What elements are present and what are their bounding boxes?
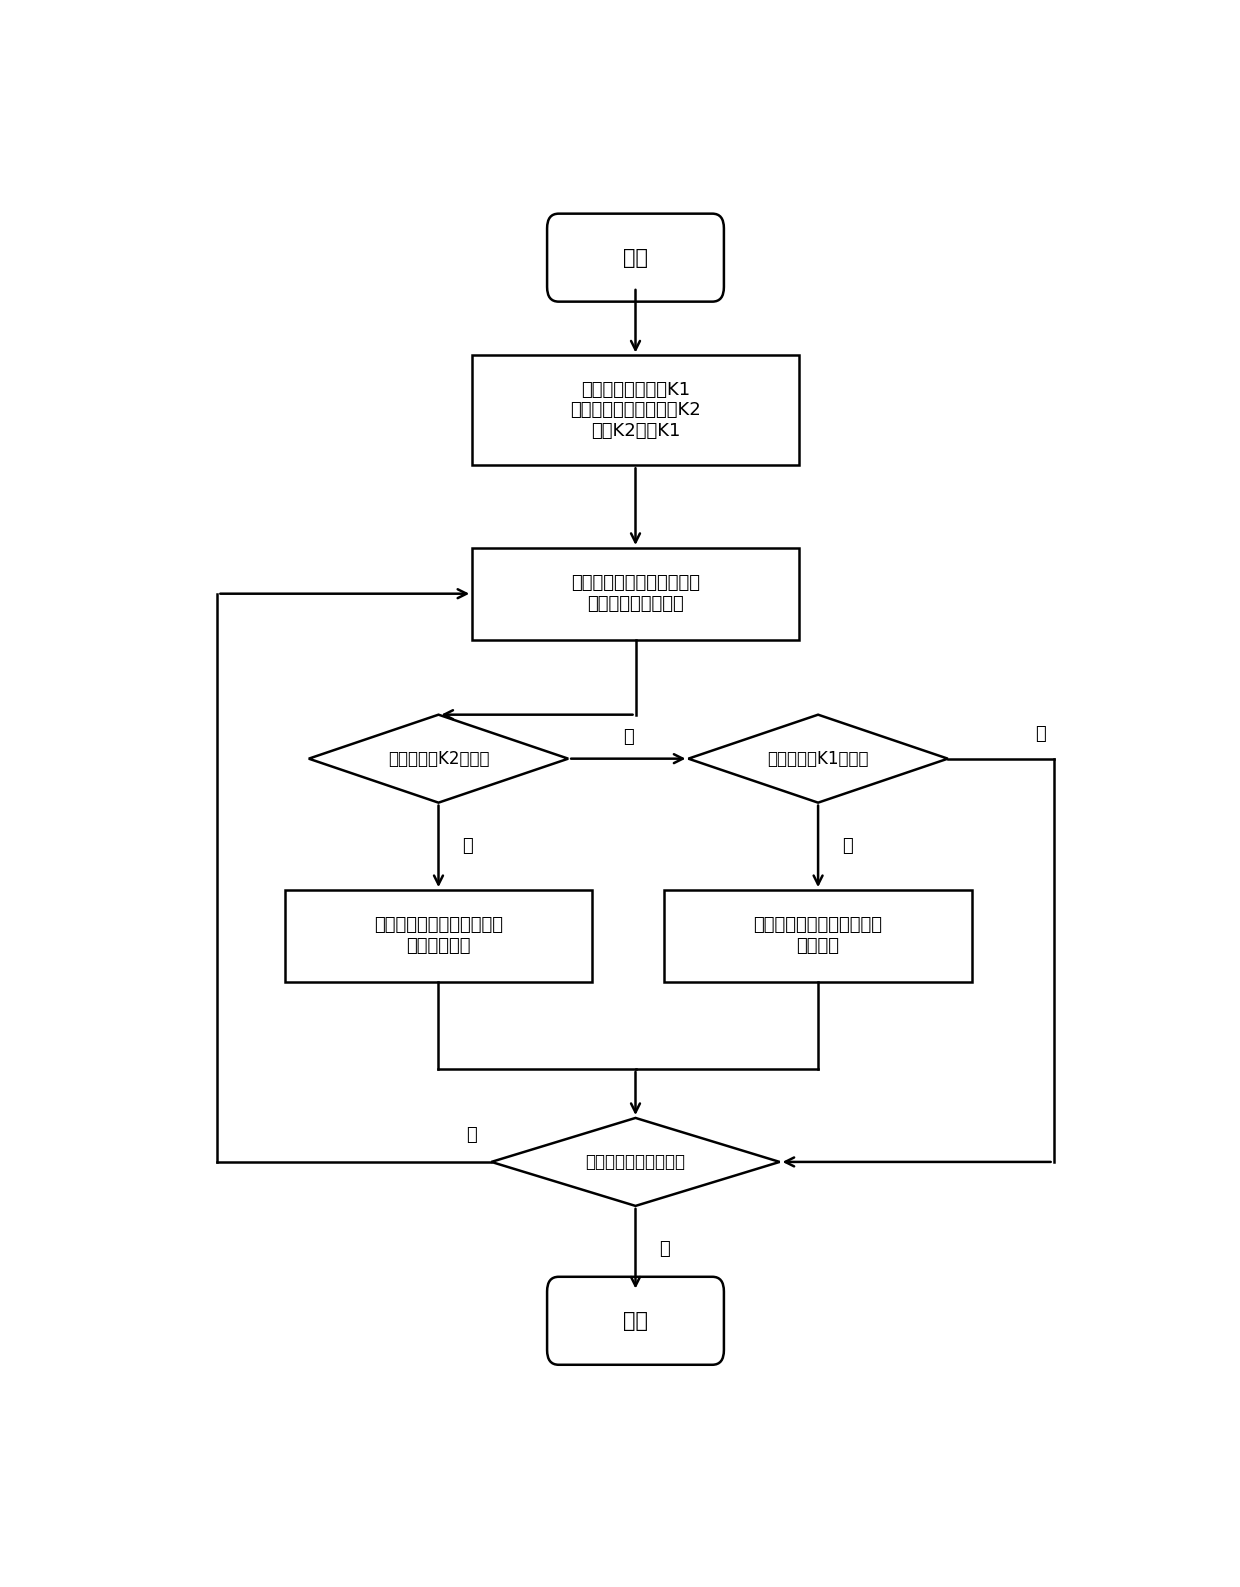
Bar bbox=[472, 355, 799, 465]
Text: 是否已执行K2个请求: 是否已执行K2个请求 bbox=[388, 749, 490, 768]
Text: 开始归档，进行关联分析和
条带组建: 开始归档，进行关联分析和 条带组建 bbox=[754, 916, 883, 955]
Text: 是: 是 bbox=[842, 838, 853, 855]
FancyBboxPatch shape bbox=[547, 214, 724, 302]
Bar bbox=[665, 890, 972, 982]
Text: 是: 是 bbox=[463, 838, 474, 855]
Bar bbox=[285, 890, 593, 982]
Text: 执行用户请求，将数据分块
以副本方式载入内存: 执行用户请求，将数据分块 以副本方式载入内存 bbox=[570, 574, 701, 613]
Bar bbox=[472, 548, 799, 640]
Text: 是否已执行K1个请求: 是否已执行K1个请求 bbox=[768, 749, 869, 768]
Text: 开始: 开始 bbox=[622, 248, 649, 268]
Text: 进行内存回收，淘汰并替换
部分冷数据块: 进行内存回收，淘汰并替换 部分冷数据块 bbox=[374, 916, 503, 955]
Text: 是: 是 bbox=[660, 1239, 671, 1257]
FancyBboxPatch shape bbox=[547, 1278, 724, 1365]
Polygon shape bbox=[688, 714, 947, 803]
Polygon shape bbox=[309, 714, 568, 803]
Text: 是否已执行完用户请求: 是否已执行完用户请求 bbox=[585, 1152, 686, 1171]
Text: 否: 否 bbox=[1035, 725, 1045, 743]
Polygon shape bbox=[491, 1117, 780, 1206]
Text: 设置归档触发阈値K1
设置内存回收触发阈値K2
其中K2大于K1: 设置归档触发阈値K1 设置内存回收触发阈値K2 其中K2大于K1 bbox=[570, 381, 701, 440]
Text: 否: 否 bbox=[622, 728, 634, 746]
Text: 结束: 结束 bbox=[622, 1311, 649, 1331]
Text: 否: 否 bbox=[466, 1127, 477, 1144]
